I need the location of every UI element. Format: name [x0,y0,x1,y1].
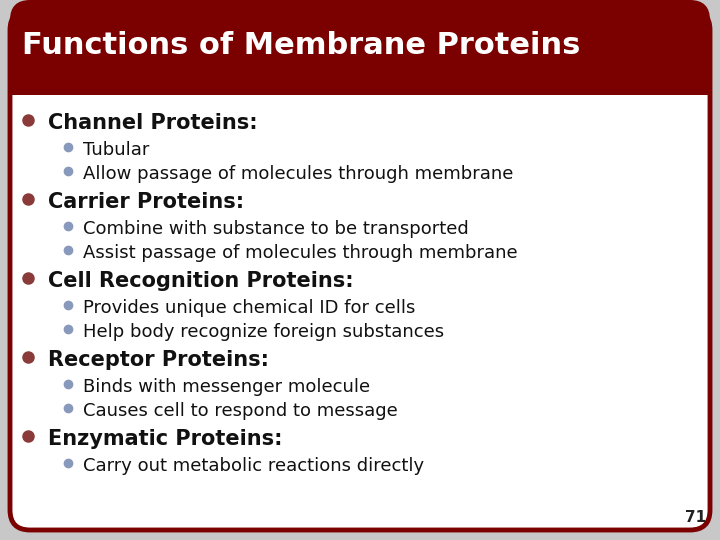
Text: 71: 71 [685,510,706,525]
Text: Assist passage of molecules through membrane: Assist passage of molecules through memb… [83,244,518,262]
Text: Receptor Proteins:: Receptor Proteins: [48,350,269,370]
Text: Combine with substance to be transported: Combine with substance to be transported [83,220,469,238]
Text: Help body recognize foreign substances: Help body recognize foreign substances [83,323,444,341]
Text: Cell Recognition Proteins:: Cell Recognition Proteins: [48,271,354,291]
Text: Channel Proteins:: Channel Proteins: [48,113,258,133]
Text: Enzymatic Proteins:: Enzymatic Proteins: [48,429,282,449]
Text: Causes cell to respond to message: Causes cell to respond to message [83,402,397,420]
FancyBboxPatch shape [10,0,710,95]
Text: Carrier Proteins:: Carrier Proteins: [48,192,244,212]
Bar [10,75,710,95]
Text: Allow passage of molecules through membrane: Allow passage of molecules through membr… [83,165,513,183]
Text: Tubular: Tubular [83,141,149,159]
Text: Provides unique chemical ID for cells: Provides unique chemical ID for cells [83,299,415,317]
Text: Carry out metabolic reactions directly: Carry out metabolic reactions directly [83,457,424,475]
Text: Binds with messenger molecule: Binds with messenger molecule [83,378,370,396]
Text: Functions of Membrane Proteins: Functions of Membrane Proteins [22,31,580,60]
FancyBboxPatch shape [10,10,710,530]
